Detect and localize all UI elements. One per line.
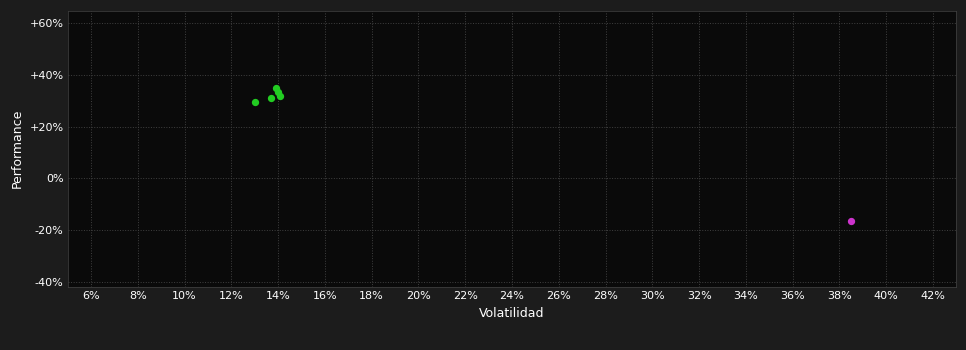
- Point: [268, 85, 283, 91]
- Y-axis label: Performance: Performance: [11, 109, 24, 188]
- Point: [270, 89, 286, 95]
- Point: [272, 93, 288, 99]
- Point: [843, 218, 859, 224]
- Point: [247, 99, 263, 105]
- Point: [264, 96, 279, 101]
- X-axis label: Volatilidad: Volatilidad: [479, 307, 545, 320]
